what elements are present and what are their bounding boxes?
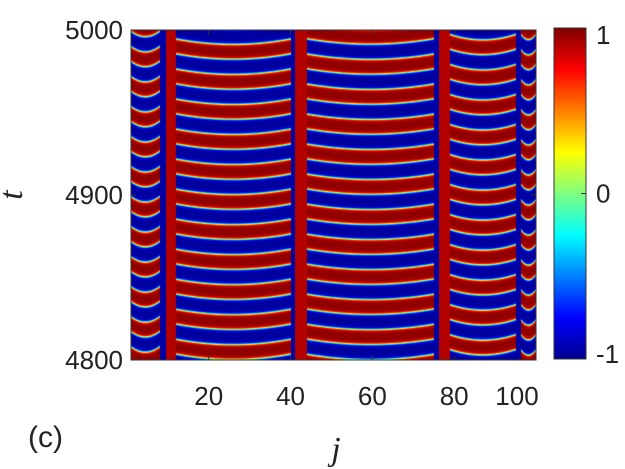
x-tick-label: 40 bbox=[276, 381, 305, 411]
colorbar-ticks: -1 0 1 bbox=[581, 20, 619, 369]
y-axis-ticks: 4800 4900 5000 bbox=[65, 15, 536, 375]
x-tick-label: 20 bbox=[194, 381, 223, 411]
colorbar-tick-label: 0 bbox=[596, 179, 610, 209]
x-tick-label: 80 bbox=[440, 381, 469, 411]
x-axis-label: j bbox=[327, 431, 340, 468]
x-tick-label: 60 bbox=[358, 381, 387, 411]
y-tick-label: 4800 bbox=[65, 345, 123, 375]
y-tick-label: 5000 bbox=[65, 15, 123, 45]
x-axis-ticks: 20 40 60 80 100 bbox=[194, 30, 539, 411]
colorbar-tick-label: -1 bbox=[596, 339, 619, 369]
colorbar-tick-label: 1 bbox=[596, 20, 610, 50]
x-tick-label: 100 bbox=[495, 381, 538, 411]
y-axis-label: t bbox=[0, 189, 30, 200]
y-tick-label: 4900 bbox=[65, 180, 123, 210]
panel-label: (c) bbox=[28, 421, 63, 454]
heatmap-image bbox=[131, 30, 536, 360]
